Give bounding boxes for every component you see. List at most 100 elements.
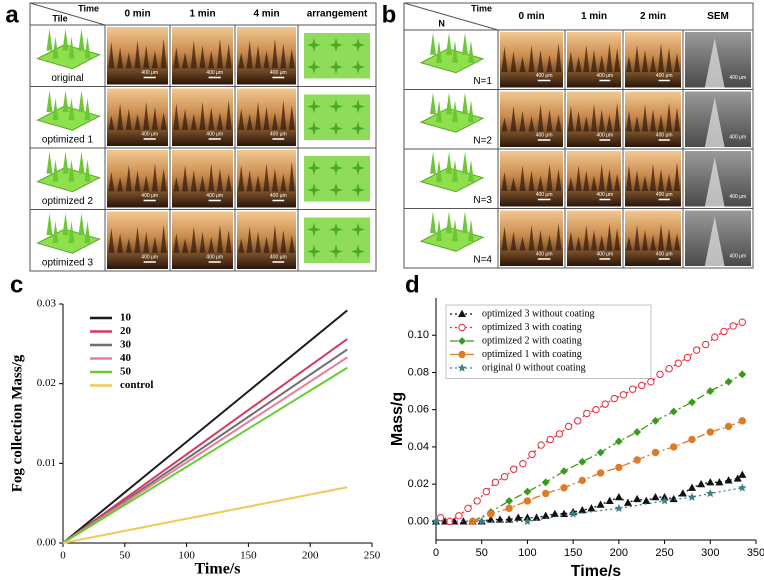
spine xyxy=(519,56,526,72)
data-point xyxy=(550,509,559,517)
spine xyxy=(674,53,680,72)
spine xyxy=(160,38,167,69)
data-point xyxy=(596,448,605,457)
column-header: 1 min xyxy=(189,9,215,20)
spine xyxy=(151,236,158,253)
spine xyxy=(519,236,526,251)
tile-spine xyxy=(436,40,442,63)
spine xyxy=(575,165,582,191)
legend-label: optimized 3 without coating xyxy=(482,308,594,319)
arrangement-image xyxy=(304,33,370,79)
spine xyxy=(160,224,167,253)
spine xyxy=(591,229,597,251)
spine xyxy=(546,54,553,72)
legend-marker xyxy=(457,363,467,372)
spine xyxy=(598,234,605,251)
data-point xyxy=(560,484,568,492)
data-point xyxy=(614,492,623,501)
tile-spine xyxy=(68,98,75,121)
spine xyxy=(238,108,245,130)
scale-bar-label: 400 μm xyxy=(270,131,287,137)
trend-line xyxy=(472,420,743,522)
data-point xyxy=(669,407,678,416)
data-point xyxy=(560,467,568,476)
spine xyxy=(537,229,544,251)
star-shape xyxy=(351,99,365,114)
spine xyxy=(117,233,124,253)
legend-label: optimized 1 with coating xyxy=(482,349,582,360)
scale-bar-label: 400 μm xyxy=(656,73,673,79)
legend-label: optimized 2 with coating xyxy=(482,335,582,346)
data-point xyxy=(633,428,642,436)
star-shape xyxy=(307,222,321,237)
series-line xyxy=(62,356,348,544)
series-line xyxy=(62,338,348,544)
spine xyxy=(674,107,680,132)
tile-spine xyxy=(62,213,69,236)
data-point xyxy=(706,488,715,498)
tile-spine xyxy=(452,40,458,63)
spine xyxy=(173,103,180,130)
spine xyxy=(225,173,232,192)
y-tick-label: 0.03 xyxy=(37,298,57,310)
row-label: optimized 3 xyxy=(42,258,94,269)
column-header: SEM xyxy=(707,11,729,22)
corner-diagonal xyxy=(403,2,499,31)
spine xyxy=(537,104,544,132)
tile-spine xyxy=(68,221,75,244)
data-point xyxy=(688,398,696,407)
data-point xyxy=(638,381,646,390)
data-point xyxy=(697,479,706,488)
spine xyxy=(246,40,253,69)
data-point xyxy=(678,489,687,497)
column-header: arrangement xyxy=(307,9,368,20)
spine xyxy=(666,48,672,72)
spine xyxy=(583,115,590,132)
spine xyxy=(143,101,150,130)
data-point xyxy=(674,359,682,367)
x-axis-title: Time/s xyxy=(195,561,241,578)
data-point xyxy=(706,478,715,486)
legend-marker xyxy=(458,323,466,332)
spine xyxy=(246,226,253,253)
y-tick-label: 0.10 xyxy=(408,329,429,341)
data-point xyxy=(528,450,536,458)
data-point xyxy=(477,516,486,526)
spine xyxy=(208,50,215,69)
scale-bar-label: 400 μm xyxy=(596,132,613,138)
star-shape xyxy=(307,183,321,197)
data-point xyxy=(706,428,714,436)
legend-frame xyxy=(445,304,652,379)
spine xyxy=(151,163,158,192)
spine xyxy=(658,223,664,251)
data-point xyxy=(564,422,573,431)
row-label: N=3 xyxy=(473,195,492,206)
x-tick-label: 200 xyxy=(610,547,628,559)
spine xyxy=(199,45,206,69)
scale-bar-label: 400 μm xyxy=(536,251,553,257)
scale-bar-label: 400 μm xyxy=(141,131,158,137)
spine xyxy=(173,233,180,253)
arrangement-image xyxy=(304,217,370,263)
tile-spine xyxy=(62,28,69,51)
spine xyxy=(583,170,590,191)
spine xyxy=(271,224,278,253)
spine xyxy=(501,172,508,191)
data-point xyxy=(505,497,514,505)
spine xyxy=(614,173,621,191)
spine xyxy=(271,112,278,130)
spine xyxy=(151,50,158,69)
spine xyxy=(658,43,664,72)
spine xyxy=(288,235,295,253)
spine xyxy=(125,238,132,253)
data-point xyxy=(601,400,609,408)
data-point xyxy=(660,496,669,505)
tile-spine xyxy=(446,211,452,234)
spine xyxy=(634,44,640,72)
star-shape xyxy=(329,38,343,52)
spine xyxy=(666,102,672,132)
panel-label: c xyxy=(10,271,23,298)
tile-spine xyxy=(436,159,442,182)
x-tick-label: 300 xyxy=(701,547,719,559)
spine xyxy=(125,164,132,192)
